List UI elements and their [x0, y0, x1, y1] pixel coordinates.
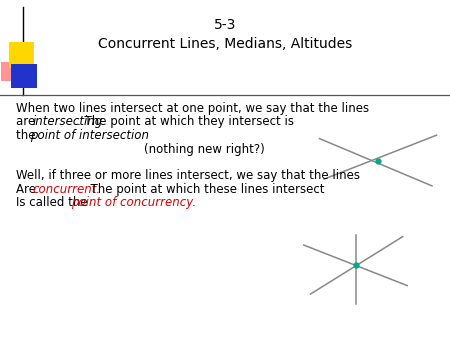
Text: . The point at which they intersect is: . The point at which they intersect is [77, 115, 294, 128]
Text: 5-3: 5-3 [214, 18, 236, 32]
Text: (nothing new right?): (nothing new right?) [144, 143, 265, 156]
Text: Are: Are [16, 183, 40, 196]
Text: point of intersection: point of intersection [30, 129, 149, 142]
Text: point of concurrency.: point of concurrency. [71, 196, 196, 209]
Text: When two lines intersect at one point, we say that the lines: When two lines intersect at one point, w… [16, 102, 369, 115]
Text: The point at which these lines intersect: The point at which these lines intersect [83, 183, 325, 196]
Text: Concurrent Lines, Medians, Altitudes: Concurrent Lines, Medians, Altitudes [98, 37, 352, 51]
Text: intersecting: intersecting [33, 115, 103, 128]
Text: Well, if three or more lines intersect, we say that the lines: Well, if three or more lines intersect, … [16, 169, 360, 182]
Text: Is called the: Is called the [16, 196, 91, 209]
Text: .: . [107, 129, 110, 142]
Text: concurrent.: concurrent. [32, 183, 100, 196]
Text: are: are [16, 115, 39, 128]
Text: the: the [16, 129, 39, 142]
